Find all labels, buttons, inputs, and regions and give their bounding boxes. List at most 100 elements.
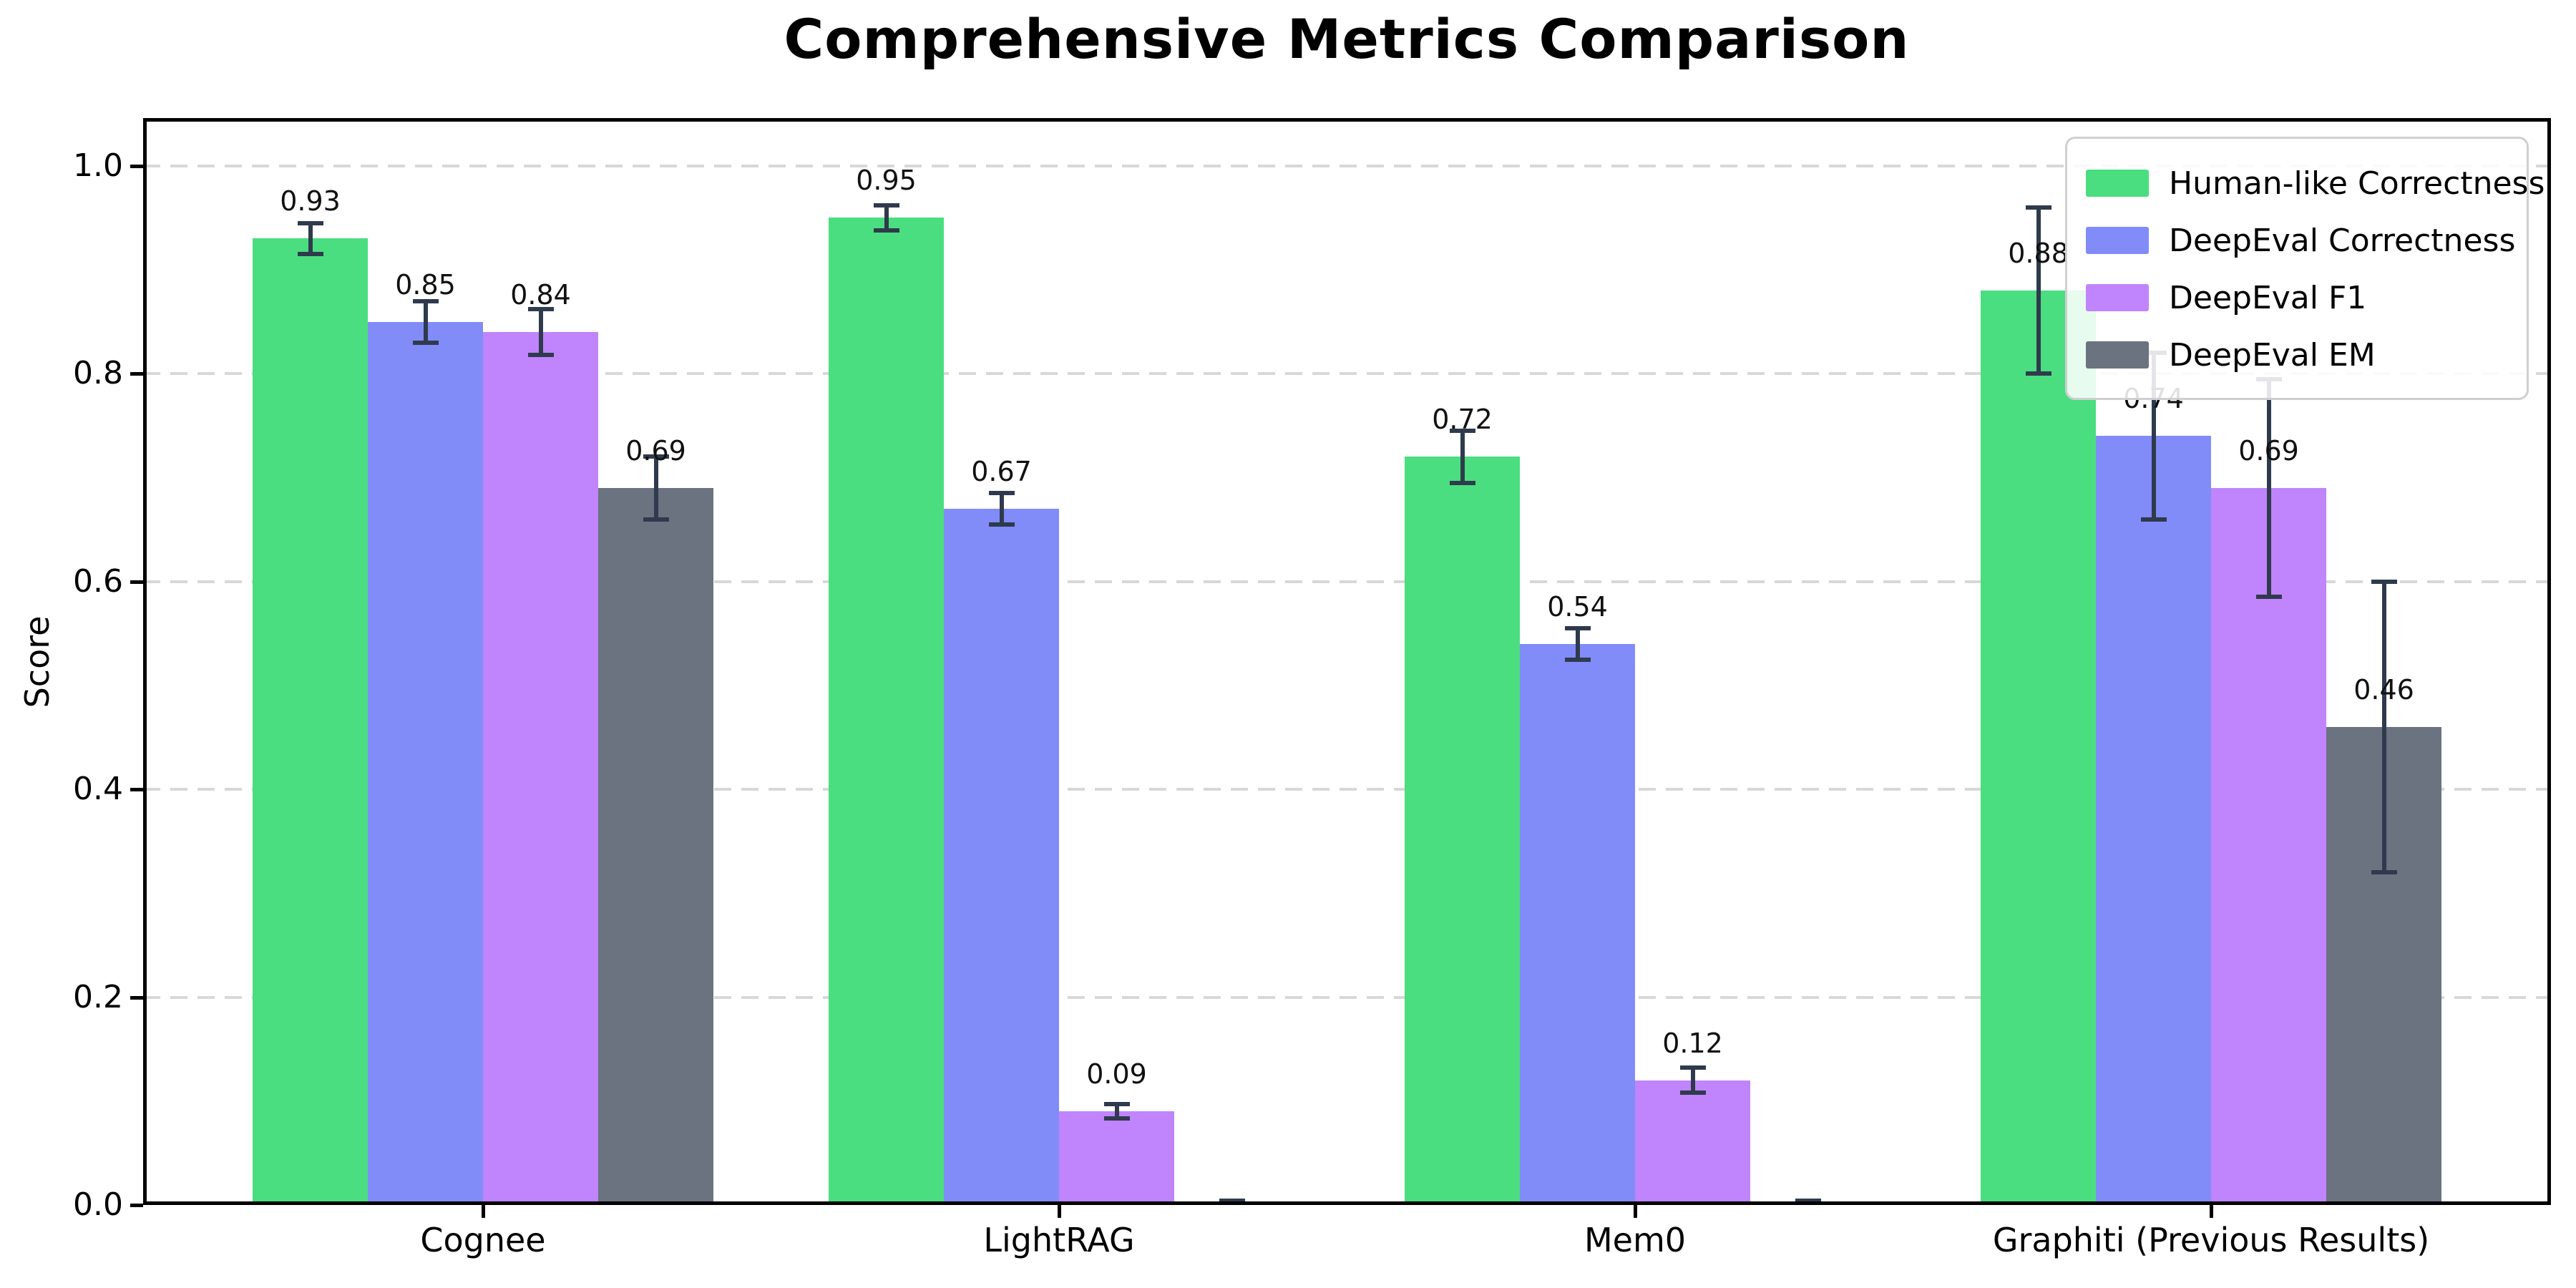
error-bar-cap bbox=[1679, 1091, 1706, 1096]
y-tick-mark-0.0 bbox=[130, 1204, 143, 1207]
error-bar-cap bbox=[297, 220, 323, 225]
error-bar-cap bbox=[1103, 1102, 1130, 1107]
error-bar-cap bbox=[412, 340, 439, 345]
error-bar-line bbox=[1114, 1104, 1119, 1119]
x-tick-label-3: Graphiti (Previous Results) bbox=[1992, 1221, 2430, 1259]
error-bar-cap bbox=[1103, 1116, 1130, 1121]
legend-item-3: DeepEval EM bbox=[2086, 326, 2527, 384]
error-bar-cap bbox=[2025, 371, 2051, 376]
x-tick-label-1: LightRAG bbox=[983, 1221, 1135, 1259]
bar-value-label: 0.46 bbox=[2353, 673, 2414, 706]
bar-deepeval-f1-0 bbox=[483, 332, 598, 1205]
bar-deepeval-correctness-3 bbox=[2096, 436, 2211, 1205]
error-bar-cap bbox=[2371, 870, 2397, 875]
error-bar-line bbox=[653, 457, 658, 519]
bar-value-label: 0.12 bbox=[1662, 1027, 1723, 1059]
bar-human-like-correctness-2 bbox=[1405, 457, 1520, 1205]
bar-value-label: 0.84 bbox=[510, 279, 571, 311]
error-bar-line bbox=[2381, 581, 2386, 873]
y-tick-mark-0.6 bbox=[130, 580, 143, 584]
error-bar-line bbox=[423, 301, 428, 343]
x-tick-mark-1 bbox=[1058, 1205, 1061, 1218]
gridline-y-0.2 bbox=[143, 995, 2551, 999]
error-bar-cap bbox=[1679, 1065, 1706, 1070]
bar-deepeval-correctness-0 bbox=[368, 321, 483, 1205]
error-bar-line bbox=[999, 493, 1004, 525]
x-tick-mark-3 bbox=[2210, 1205, 2213, 1218]
bar-deepeval-f1-3 bbox=[2211, 487, 2326, 1205]
error-bar-line bbox=[2036, 207, 2041, 374]
bar-value-label: 0.93 bbox=[280, 185, 341, 218]
legend-item-0: Human-like Correctness bbox=[2086, 155, 2545, 212]
error-bar-cap bbox=[2025, 205, 2051, 210]
x-tick-mark-2 bbox=[1634, 1205, 1637, 1218]
error-bar-line bbox=[2151, 353, 2156, 519]
error-bar-line bbox=[884, 205, 889, 230]
legend-label-2: DeepEval F1 bbox=[2169, 279, 2367, 316]
error-bar-cap bbox=[297, 252, 323, 257]
bar-deepeval-correctness-2 bbox=[1520, 643, 1635, 1205]
y-tick-mark-0.8 bbox=[130, 372, 143, 376]
gridline-y-0.4 bbox=[143, 788, 2551, 791]
y-tick-label-1.0: 1.0 bbox=[73, 147, 123, 184]
error-bar-line bbox=[1460, 431, 1465, 483]
error-bar-cap bbox=[643, 517, 669, 522]
bar-value-label: 0.09 bbox=[1086, 1058, 1147, 1091]
bar-human-like-correctness-0 bbox=[253, 238, 368, 1205]
legend-item-2: DeepEval F1 bbox=[2086, 269, 2527, 326]
bar-value-label: 0.88 bbox=[2008, 238, 2069, 270]
bar-value-label: 0.72 bbox=[1432, 404, 1493, 436]
y-axis-label: Score bbox=[18, 615, 57, 708]
legend-label-1: DeepEval Correctness bbox=[2169, 222, 2516, 259]
error-bar-cap bbox=[1795, 1199, 1821, 1204]
error-bar-cap bbox=[988, 522, 1015, 527]
error-bar-line bbox=[1690, 1068, 1695, 1093]
error-bar-cap bbox=[1564, 626, 1591, 631]
bar-value-label: 0.69 bbox=[625, 434, 686, 467]
y-tick-label-0.0: 0.0 bbox=[73, 1186, 123, 1223]
error-bar-cap bbox=[2255, 595, 2282, 600]
y-tick-label-0.2: 0.2 bbox=[73, 978, 123, 1015]
bar-value-label: 0.95 bbox=[856, 165, 917, 197]
bar-value-label: 0.54 bbox=[1547, 590, 1608, 623]
legend-label-3: DeepEval EM bbox=[2169, 336, 2376, 374]
error-bar-cap bbox=[873, 203, 899, 208]
error-bar-cap bbox=[2140, 517, 2167, 522]
y-tick-mark-0.4 bbox=[130, 788, 143, 792]
error-bar-cap bbox=[643, 454, 669, 459]
bar-value-label: 0.69 bbox=[2238, 434, 2299, 467]
error-bar-line bbox=[308, 223, 313, 255]
legend: Human-like Correctness DeepEval Correctne… bbox=[2065, 137, 2545, 400]
error-bar-cap bbox=[1564, 657, 1591, 662]
gridline-y-1.0 bbox=[143, 164, 2551, 167]
legend-label-0: Human-like Correctness bbox=[2169, 165, 2545, 202]
error-bar-cap bbox=[988, 491, 1015, 496]
bar-value-label: 0.85 bbox=[395, 268, 456, 301]
bar-human-like-correctness-1 bbox=[829, 218, 944, 1205]
bar-deepeval-f1-1 bbox=[1059, 1111, 1174, 1205]
x-tick-label-2: Mem0 bbox=[1584, 1221, 1687, 1259]
gridline-y-0.8 bbox=[143, 372, 2551, 376]
chart-title: Comprehensive Metrics Comparison bbox=[784, 7, 1910, 71]
legend-swatch-0 bbox=[2086, 170, 2149, 197]
error-bar-line bbox=[538, 309, 543, 356]
gridline-y-0.6 bbox=[143, 580, 2551, 583]
error-bar-cap bbox=[412, 298, 439, 303]
error-bar-cap bbox=[2371, 579, 2397, 584]
legend-item-1: DeepEval Correctness bbox=[2086, 212, 2527, 269]
x-tick-mark-0 bbox=[482, 1205, 485, 1218]
y-tick-label-0.8: 0.8 bbox=[73, 355, 123, 392]
error-bar-cap bbox=[873, 228, 899, 233]
y-tick-mark-0.2 bbox=[130, 995, 143, 1000]
error-bar-cap bbox=[527, 307, 554, 312]
legend-swatch-3 bbox=[2086, 341, 2149, 369]
y-tick-label-0.4: 0.4 bbox=[73, 771, 123, 808]
bar-human-like-correctness-3 bbox=[1981, 291, 2096, 1205]
bar-deepeval-em-0 bbox=[598, 487, 713, 1205]
legend-swatch-2 bbox=[2086, 284, 2149, 311]
bar-deepeval-f1-2 bbox=[1635, 1080, 1750, 1205]
y-tick-label-0.6: 0.6 bbox=[73, 562, 123, 600]
legend-swatch-1 bbox=[2086, 227, 2149, 254]
error-bar-cap bbox=[1449, 429, 1475, 434]
